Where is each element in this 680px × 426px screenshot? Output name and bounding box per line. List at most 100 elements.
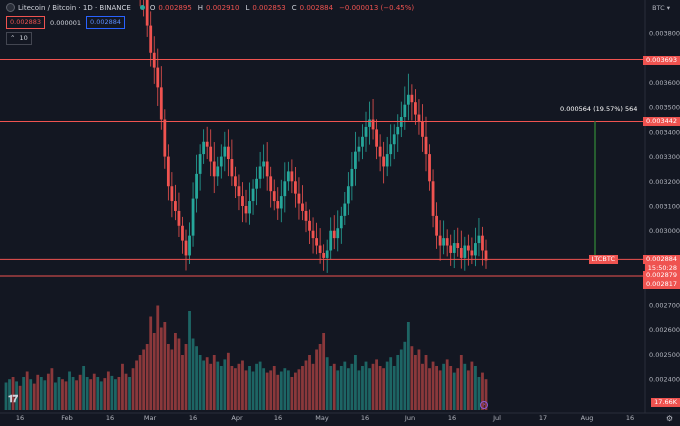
volume-bar <box>474 366 477 410</box>
volume-bar <box>346 368 350 410</box>
time-tick-12: 17 <box>538 414 548 422</box>
candle-body <box>301 203 304 211</box>
volume-bar <box>170 349 174 410</box>
price-tick-0: 0.003800 <box>649 30 680 38</box>
candle-body <box>255 178 258 189</box>
volume-bar <box>131 368 135 410</box>
level-tag-2: 0.003442 <box>642 117 680 126</box>
volume-bar <box>223 359 227 410</box>
volume-bar <box>114 379 117 410</box>
volume-bar <box>424 355 428 410</box>
symbol-title[interactable]: Litecoin / Bitcoin · 1D · BINANCE <box>18 3 131 12</box>
spread-value: 0.000001 <box>50 18 82 27</box>
candle-body <box>290 171 294 182</box>
time-tick-10: 16 <box>447 414 457 422</box>
candle-body <box>382 156 386 167</box>
candle-body <box>184 240 188 256</box>
volume-bar <box>50 368 54 410</box>
volume-bar <box>25 371 29 410</box>
currency-label: BTC <box>652 4 665 12</box>
time-tick-7: May <box>315 414 329 422</box>
time-axis[interactable]: 16 Feb 16 Mar 16 Apr 16 May 16 Jun 16 Jul 17 Aug 16 <box>0 413 680 426</box>
currency-selector[interactable]: BTC ▾ <box>652 4 670 12</box>
candle-body <box>431 181 435 216</box>
volume-bar <box>445 359 449 410</box>
ohlc-open-key: O <box>149 3 156 12</box>
candle-body <box>230 159 234 177</box>
sell-button[interactable]: 0.002883 <box>6 16 46 29</box>
candle-body <box>350 168 354 187</box>
volume-bar <box>265 372 269 410</box>
volume-bar <box>297 369 301 410</box>
scroll-to-latest-icon[interactable]: ⚡ <box>480 401 488 409</box>
volume-bar <box>431 361 435 410</box>
candle-body <box>234 176 237 187</box>
volume-bar <box>219 366 223 410</box>
volume-bar <box>438 370 442 410</box>
volume-bar <box>121 363 124 410</box>
volume-bar <box>212 355 216 410</box>
volume-bar <box>357 370 361 410</box>
time-tick-6: 16 <box>273 414 283 422</box>
volume-bar <box>361 366 364 410</box>
candle-body <box>276 201 280 209</box>
volume-bar <box>8 379 11 410</box>
candle-body <box>283 181 287 197</box>
price-tick-11: 0.002400 <box>649 376 680 384</box>
time-tick-4: 16 <box>188 414 198 422</box>
volume-bar <box>18 385 22 410</box>
volume-bar <box>262 368 266 410</box>
volume-bar <box>99 381 103 410</box>
candle-body <box>325 250 329 258</box>
time-tick-9: Jun <box>404 414 416 422</box>
volume-bar <box>294 372 297 410</box>
volume-bar <box>103 378 107 410</box>
volume-bar <box>286 370 290 410</box>
candle-body <box>272 191 276 202</box>
candle-body <box>297 193 301 204</box>
candle-body <box>371 119 375 130</box>
candle-body <box>304 210 308 221</box>
candle-body <box>265 161 269 177</box>
candle-body <box>311 230 315 239</box>
candle-body <box>308 220 311 231</box>
volume-bar <box>177 338 181 410</box>
volume-bar <box>138 355 142 410</box>
time-tick-11: Jul <box>493 414 501 422</box>
candle-body <box>244 206 248 214</box>
volume-bar <box>421 363 424 410</box>
volume-bar <box>385 361 389 410</box>
ohlc-low-value: 0.002853 <box>252 3 286 12</box>
symbol-header[interactable]: Litecoin / Bitcoin · 1D · BINANCE O 0.002… <box>6 3 417 12</box>
time-tick-2: 16 <box>105 414 115 422</box>
buy-button[interactable]: 0.002884 <box>86 16 126 29</box>
candle-body <box>262 161 266 167</box>
volume-bar <box>248 366 251 410</box>
candle-body <box>209 146 213 162</box>
candle-body <box>428 154 431 182</box>
chevron-up-icon: ⌃ <box>10 34 16 42</box>
candle-body <box>452 243 456 253</box>
time-tick-3: Mar <box>143 414 157 422</box>
volume-bar <box>226 352 230 410</box>
candle-body <box>294 181 297 194</box>
time-tick-5: Apr <box>231 414 243 422</box>
volume-bar <box>124 373 128 410</box>
candle-body <box>435 215 438 236</box>
volume-bar <box>142 349 146 410</box>
volume-bar <box>258 361 262 410</box>
volume-bar <box>322 333 326 410</box>
settings-gear-icon[interactable]: ⚙ <box>665 414 673 423</box>
volume-bar <box>466 370 470 410</box>
price-tick-7: 0.003000 <box>649 227 680 235</box>
indicator-toggle-button[interactable]: ⌃ 10 <box>6 32 32 45</box>
volume-bar <box>343 361 347 410</box>
volume-bar <box>75 380 78 410</box>
volume-bar <box>350 363 354 410</box>
candle-body <box>156 67 160 88</box>
volume-bar <box>166 344 170 410</box>
volume-bar <box>82 366 86 410</box>
candle-body <box>361 136 364 147</box>
market-status-icon <box>139 5 145 10</box>
